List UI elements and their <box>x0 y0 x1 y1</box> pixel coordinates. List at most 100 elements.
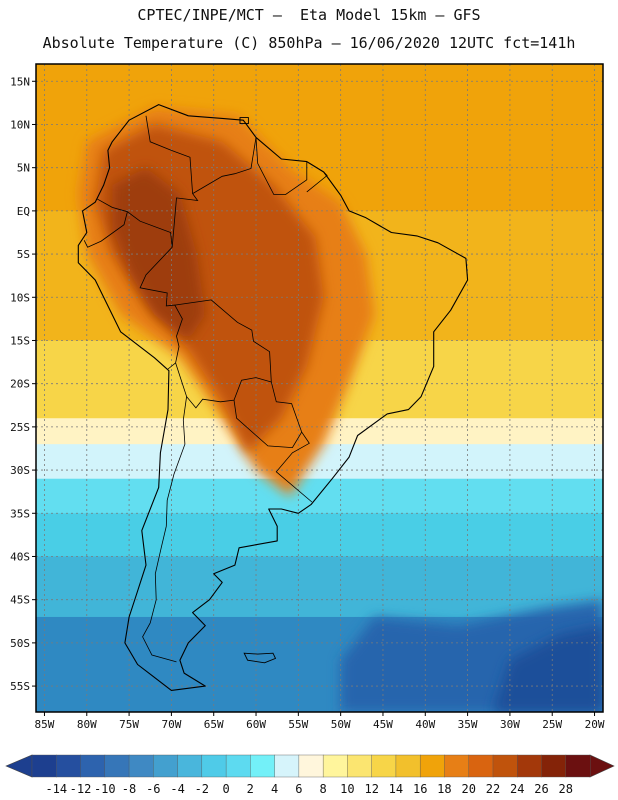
country-border-5 <box>127 211 183 370</box>
colorbar-swatch <box>153 754 179 778</box>
country-border-9 <box>233 400 303 449</box>
colorbar-swatch <box>347 754 373 778</box>
lat-tick-label: 50S <box>10 637 30 650</box>
colorbar-label: 18 <box>437 782 451 796</box>
country-border-6 <box>174 299 313 503</box>
lon-tick-label: 70W <box>161 718 181 731</box>
lon-tick-label: 75W <box>119 718 139 731</box>
colorbar-swatch <box>444 754 470 778</box>
island-outline-1 <box>138 39 180 56</box>
lon-tick-label: 25W <box>542 718 562 731</box>
lat-tick-label: 10N <box>10 118 30 131</box>
lat-tick-label: 5S <box>17 248 30 261</box>
colorbar-swatch <box>250 754 276 778</box>
country-border-7 <box>175 362 272 409</box>
colorbar-swatch <box>56 754 82 778</box>
colorbar-swatch <box>419 754 445 778</box>
island-outline-2 <box>195 52 209 56</box>
colorbar-swatch <box>177 754 203 778</box>
colorbar-label: -12 <box>70 782 92 796</box>
colorbar-label: 28 <box>558 782 572 796</box>
colorbar-label: 14 <box>389 782 403 796</box>
colorbar-high-arrow <box>589 754 615 778</box>
colorbar-label: 8 <box>319 782 326 796</box>
lat-tick-label: 45S <box>10 594 30 607</box>
colorbar-swatch <box>395 754 421 778</box>
lat-tick-label: 40S <box>10 550 30 563</box>
lon-tick-label: 55W <box>288 718 308 731</box>
colorbar-swatch <box>565 754 591 778</box>
country-border-2 <box>255 137 308 195</box>
lat-tick-label: 20S <box>10 378 30 391</box>
lon-tick-label: 35W <box>458 718 478 731</box>
colorbar: -14 -12 -10 -8 -6 -4 -2 0 2 4 6 8 10 12 14 16 18 20 22 24 26… <box>5 754 615 796</box>
field-band-6 <box>36 513 603 557</box>
colorbar-swatch <box>274 754 300 778</box>
colorbar-label: -4 <box>170 782 184 796</box>
country-border-8 <box>142 396 187 663</box>
colorbar-swatch <box>371 754 397 778</box>
colorbar-label: -8 <box>122 782 136 796</box>
lon-tick-label: 65W <box>204 718 224 731</box>
country-border-1 <box>192 137 257 194</box>
country-border-3 <box>306 171 328 193</box>
island-outline-3 <box>239 117 249 125</box>
country-border-4 <box>83 198 128 248</box>
field-band-5 <box>36 478 603 514</box>
colorbar-label: 2 <box>247 782 254 796</box>
south-america-coastline <box>77 104 469 691</box>
island-outline-0 <box>49 12 129 38</box>
lon-tick-label: 80W <box>77 718 97 731</box>
lon-tick-label: 20W <box>585 718 605 731</box>
lat-tick-label: 30S <box>10 464 30 477</box>
falkland-islands-outline <box>243 652 277 664</box>
lat-tick-label: 15S <box>10 334 30 347</box>
colorbar-swatch <box>468 754 494 778</box>
colorbar-swatch <box>322 754 348 778</box>
colorbar-swatch <box>541 754 567 778</box>
colorbar-swatch <box>80 754 106 778</box>
colorbar-label: 12 <box>364 782 378 796</box>
colorbar-label: 20 <box>461 782 475 796</box>
colorbar-swatch <box>225 754 251 778</box>
lat-tick-label: EQ <box>17 205 30 218</box>
colorbar-swatch <box>517 754 542 778</box>
colorbar-label: -6 <box>146 782 160 796</box>
colorbar-swatch <box>298 754 324 778</box>
colorbar-swatch <box>128 754 154 778</box>
lon-tick-label: 50W <box>331 718 351 731</box>
lon-tick-label: 30W <box>500 718 520 731</box>
country-border-0 <box>145 115 199 248</box>
lat-tick-label: 10S <box>10 291 30 304</box>
lat-tick-label: 5N <box>17 162 30 175</box>
colorbar-label: 16 <box>413 782 427 796</box>
lat-tick-label: 55S <box>10 680 30 693</box>
chart-title-line-1: CPTEC/INPE/MCT – Eta Model 15km – GFS <box>137 6 481 24</box>
lat-tick-label: 35S <box>10 507 30 520</box>
colorbar-label: 22 <box>486 782 500 796</box>
lon-tick-label: 45W <box>373 718 393 731</box>
colorbar-swatch <box>201 754 227 778</box>
lon-tick-label: 40W <box>415 718 435 731</box>
southeast-cold-region <box>493 625 603 712</box>
colorbar-label: -10 <box>94 782 116 796</box>
temperature-field <box>36 12 603 712</box>
colorbar-label: 24 <box>510 782 524 796</box>
colorbar-swatch <box>104 754 130 778</box>
colorbar-label: -2 <box>195 782 209 796</box>
chart-title-line-2: Absolute Temperature (C) 850hPa – 16/06/… <box>42 34 576 52</box>
colorbar-low-arrow <box>5 754 33 778</box>
colorbar-label: 10 <box>340 782 354 796</box>
lat-tick-label: 25S <box>10 421 30 434</box>
colorbar-label: 26 <box>534 782 548 796</box>
lat-tick-label: 15N <box>10 75 30 88</box>
lon-tick-label: 85W <box>35 718 55 731</box>
colorbar-label: -14 <box>45 782 67 796</box>
colorbar-swatch <box>492 754 518 778</box>
lon-tick-label: 60W <box>246 718 266 731</box>
colorbar-label: 6 <box>295 782 302 796</box>
field-band-7 <box>36 556 603 618</box>
colorbar-label: 4 <box>271 782 278 796</box>
colorbar-label: 0 <box>222 782 229 796</box>
